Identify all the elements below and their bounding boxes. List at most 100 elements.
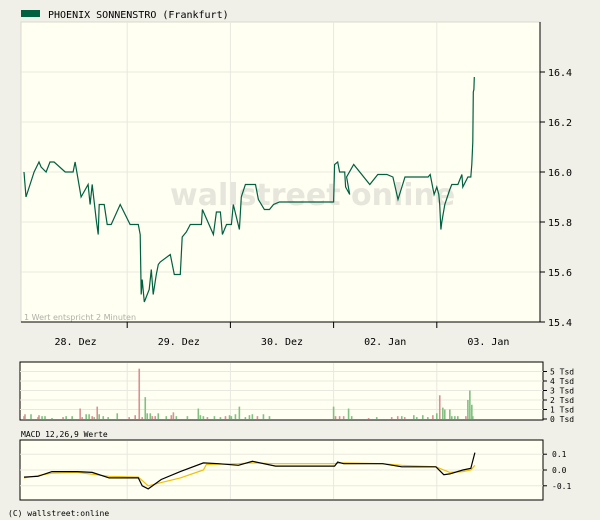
volume-bar	[107, 417, 109, 419]
volume-bar	[102, 416, 105, 419]
macd-tick-label: 0.0	[552, 466, 567, 475]
volume-bar	[467, 400, 469, 419]
volume-bar	[51, 418, 53, 419]
volume-bar	[186, 416, 189, 419]
date-axis: 28. Dez 29. Dez 30. Dez 02. Jan 03. Jan	[21, 321, 540, 348]
price-line	[23, 76, 475, 303]
volume-bar	[367, 418, 370, 419]
volume-bar	[81, 417, 83, 419]
volume-bar	[432, 415, 434, 419]
volume-bar	[248, 415, 251, 419]
price-tick-label: 15.4	[548, 318, 572, 329]
volume-bar	[116, 413, 119, 419]
volume-bar	[85, 414, 87, 419]
volume-grid	[20, 363, 543, 419]
volume-tick-label: 2 Tsd	[550, 396, 574, 405]
volume-bar	[65, 416, 67, 419]
volume-bar	[30, 414, 32, 419]
volume-bar	[44, 416, 46, 419]
volume-bar	[334, 416, 337, 419]
volume-bar	[256, 416, 259, 419]
macd-tick-label: -0.1	[552, 482, 571, 491]
volume-bar	[197, 408, 200, 419]
resolution-note: 1 Wert entspricht 2 Minuten	[24, 313, 136, 322]
legend-title: PHOENIX SONNENSTRO (Frankfurt)	[48, 10, 229, 21]
volume-bar	[202, 416, 205, 419]
volume-bar	[403, 417, 406, 419]
date-label: 30. Dez	[261, 337, 303, 348]
volume-bar	[244, 417, 247, 419]
volume-bar	[170, 415, 173, 419]
price-tick-label: 15.8	[548, 218, 572, 229]
volume-tick-label: 4 Tsd	[550, 377, 574, 386]
volume-bar	[24, 414, 26, 419]
volume-bar	[390, 417, 393, 419]
volume-bar	[443, 409, 446, 419]
volume-bar	[71, 416, 73, 419]
volume-bar	[262, 414, 265, 419]
volume-bars	[23, 368, 474, 419]
date-label: 03. Jan	[467, 337, 509, 348]
volume-bar	[41, 416, 43, 419]
macd-title: MACD 12,26,9 Werte	[21, 430, 108, 439]
price-tick-label: 16.2	[548, 118, 572, 129]
volume-bar	[413, 415, 415, 419]
volume-tick-label: 1 Tsd	[550, 406, 574, 415]
macd-grid	[20, 441, 543, 499]
volume-bar	[238, 406, 241, 419]
volume-bar	[396, 416, 399, 419]
volume-bar	[138, 368, 141, 419]
volume-bar	[128, 417, 130, 419]
volume-bar	[347, 408, 350, 419]
volume-bar	[144, 397, 147, 419]
volume-bar	[79, 408, 81, 419]
volume-bar	[62, 417, 64, 419]
volume-bar	[251, 414, 254, 419]
macd-lines	[23, 452, 476, 490]
volume-bar	[149, 413, 152, 419]
volume-bar	[141, 417, 143, 419]
volume-bar	[268, 416, 271, 419]
watermark: wallstreet online	[170, 178, 455, 213]
volume-bar	[469, 390, 471, 419]
volume-bar	[98, 414, 100, 419]
volume-bar	[421, 415, 424, 419]
price-axis-ticks: 16.4 16.2 16.0 15.8 15.6 15.4	[540, 68, 572, 329]
volume-bar	[199, 415, 202, 419]
volume-bar	[37, 417, 39, 419]
volume-bar	[457, 416, 459, 419]
volume-bar	[157, 413, 160, 419]
date-label: 28. Dez	[55, 337, 97, 348]
volume-tick-label: 5 Tsd	[550, 368, 574, 377]
volume-bar	[450, 416, 453, 419]
volume-bar	[224, 416, 227, 419]
volume-bar	[96, 406, 99, 419]
date-label: 29. Dez	[158, 337, 200, 348]
volume-tick-label: 3 Tsd	[550, 387, 574, 396]
volume-bar	[415, 417, 418, 419]
volume-bar	[88, 414, 90, 419]
volume-bar	[228, 415, 231, 419]
volume-bar	[375, 417, 378, 419]
volume-bar	[234, 414, 237, 419]
volume-bar	[471, 416, 474, 419]
volume-bar	[400, 416, 403, 419]
volume-bar	[146, 413, 149, 419]
volume-bar	[427, 417, 429, 419]
volume-bar	[38, 415, 40, 419]
volume-bar	[454, 416, 456, 419]
volume-bar	[23, 416, 25, 419]
price-tick-label: 15.6	[548, 268, 572, 279]
volume-bar	[442, 407, 444, 419]
volume-bar	[151, 416, 154, 419]
volume-bar	[134, 415, 136, 419]
volume-bar	[438, 395, 441, 419]
volume-bar	[465, 416, 467, 419]
volume-bar	[338, 416, 341, 419]
macd-line	[23, 452, 476, 490]
macd-axis-ticks: 0.1 0.0 -0.1	[543, 450, 571, 491]
volume-bar	[449, 409, 451, 419]
volume-bar	[350, 416, 353, 419]
volume-bar	[154, 416, 157, 419]
